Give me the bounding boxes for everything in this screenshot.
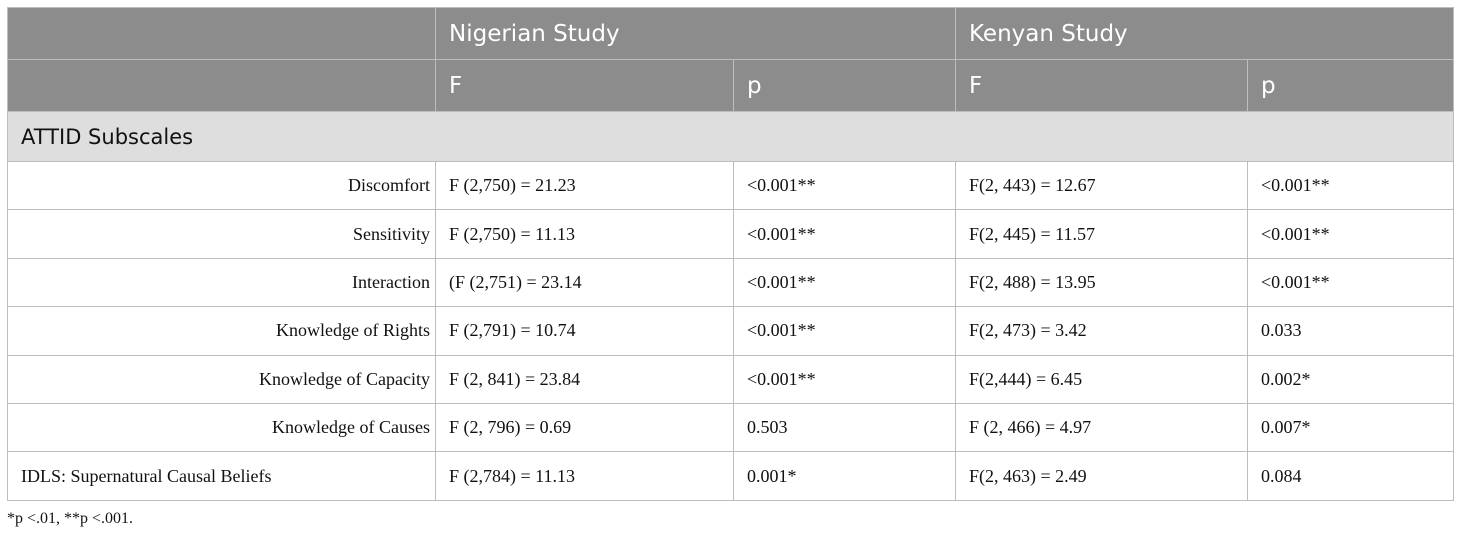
nigerian-p-value: <0.001** bbox=[733, 354, 956, 404]
header-nigerian-study: Nigerian Study bbox=[435, 7, 956, 60]
nigerian-p-value: <0.001** bbox=[733, 257, 956, 308]
header-row-stats: F p F p bbox=[7, 59, 1455, 112]
nigerian-f-value: F (2,784) = 11.13 bbox=[435, 451, 734, 501]
nigerian-f-value: F (2, 841) = 23.84 bbox=[435, 354, 734, 404]
nigerian-p-value: 0.503 bbox=[733, 402, 956, 453]
row-label: Discomfort bbox=[7, 160, 436, 211]
row-label: Sensitivity bbox=[7, 209, 436, 259]
table-row: Knowledge of Causes F (2, 796) = 0.69 0.50… bbox=[7, 402, 1455, 453]
section-label: ATTID Subscales bbox=[6, 111, 1455, 162]
kenyan-p-value: 0.084 bbox=[1246, 451, 1455, 501]
nigerian-p-value: 0.001* bbox=[733, 451, 956, 501]
kenyan-f-value: F(2, 488) = 13.95 bbox=[955, 257, 1248, 308]
kenyan-p-value: <0.001** bbox=[1246, 160, 1455, 211]
nigerian-p-value: <0.001** bbox=[733, 209, 956, 259]
table-row: Discomfort F (2,750) = 21.23 <0.001** F(2, … bbox=[7, 160, 1455, 211]
header-empty-cell bbox=[7, 59, 436, 112]
footnote: *p <.01, **p <.001. bbox=[7, 510, 134, 527]
kenyan-p-value: 0.002* bbox=[1246, 354, 1455, 404]
table-row: Knowledge of Rights F (2,791) = 10.74 <0.0… bbox=[7, 306, 1455, 356]
header-kenyan-study: Kenyan Study bbox=[954, 7, 1455, 60]
row-label: Interaction bbox=[7, 257, 436, 308]
kenyan-p-value: 0.007* bbox=[1246, 402, 1455, 453]
header-kenyan-p: p bbox=[1246, 59, 1455, 112]
row-label: IDLS: Supernatural Causal Beliefs bbox=[7, 451, 436, 501]
header-nigerian-f: F bbox=[435, 59, 734, 112]
header-kenyan-f: F bbox=[955, 59, 1248, 112]
section-row: ATTID Subscales bbox=[6, 111, 1455, 162]
nigerian-f-value: F (2,750) = 11.13 bbox=[435, 209, 734, 259]
kenyan-f-value: F(2,444) = 6.45 bbox=[955, 354, 1248, 404]
nigerian-f-value: F (2,791) = 10.74 bbox=[435, 306, 734, 356]
kenyan-p-value: <0.001** bbox=[1246, 257, 1455, 308]
kenyan-f-value: F(2, 445) = 11.57 bbox=[955, 209, 1248, 259]
nigerian-p-value: <0.001** bbox=[733, 306, 956, 356]
table-row: Interaction (F (2,751) = 23.14 <0.001** F(2… bbox=[7, 257, 1455, 308]
results-table: Nigerian Study Kenyan Study F p F p ATTI… bbox=[6, 7, 1455, 501]
table-row: Knowledge of Capacity F (2, 841) = 23.84 <… bbox=[7, 354, 1455, 404]
kenyan-p-value: <0.001** bbox=[1246, 209, 1455, 259]
nigerian-f-value: F (2, 796) = 0.69 bbox=[435, 402, 734, 453]
nigerian-f-value: (F (2,751) = 23.14 bbox=[435, 257, 734, 308]
header-row-groups: Nigerian Study Kenyan Study bbox=[7, 7, 1455, 60]
row-label: Knowledge of Causes bbox=[7, 402, 436, 453]
kenyan-f-value: F(2, 473) = 3.42 bbox=[955, 306, 1248, 356]
header-nigerian-p: p bbox=[733, 59, 956, 112]
kenyan-f-value: F(2, 463) = 2.49 bbox=[955, 451, 1248, 501]
nigerian-f-value: F (2,750) = 21.23 bbox=[435, 160, 734, 211]
nigerian-p-value: <0.001** bbox=[733, 160, 956, 211]
header-empty-cell bbox=[7, 7, 436, 60]
kenyan-f-value: F (2, 466) = 4.97 bbox=[955, 402, 1248, 453]
table-row: IDLS: Supernatural Causal Beliefs F (2,78… bbox=[7, 451, 1455, 501]
row-label: Knowledge of Rights bbox=[7, 306, 436, 356]
kenyan-p-value: 0.033 bbox=[1246, 306, 1455, 356]
table-row: Sensitivity F (2,750) = 11.13 <0.001** F(2,… bbox=[7, 209, 1455, 259]
row-label: Knowledge of Capacity bbox=[7, 354, 436, 404]
kenyan-f-value: F(2, 443) = 12.67 bbox=[955, 160, 1248, 211]
